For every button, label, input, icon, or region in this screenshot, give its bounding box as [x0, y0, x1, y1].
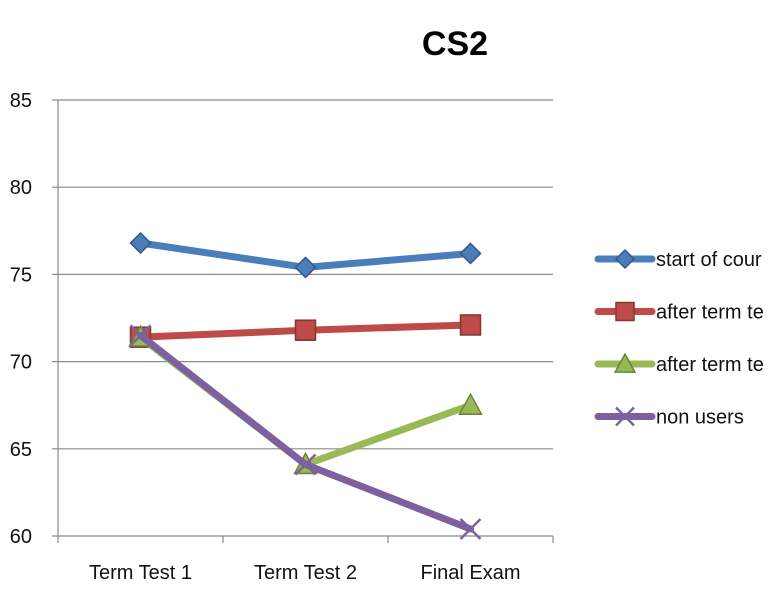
- legend-label: after term te: [656, 354, 764, 376]
- legend-swatch-marker: [615, 406, 635, 427]
- data-point-stroke-b: [294, 453, 317, 476]
- data-point: [458, 392, 483, 415]
- y-tick-label: 70: [10, 352, 32, 374]
- y-tick-label: 60: [10, 526, 32, 548]
- legend-item: non users: [594, 406, 744, 429]
- legend-swatch-marker: [614, 248, 636, 270]
- data-point: [294, 319, 317, 341]
- legend-label: start of cour: [656, 249, 762, 271]
- legend-label: non users: [656, 407, 744, 429]
- series-1: [129, 231, 482, 279]
- series-line: [137, 331, 474, 533]
- series-3: [128, 324, 483, 475]
- x-tick-label: Term Test 2: [254, 562, 357, 584]
- legend-item: after term te: [594, 301, 764, 324]
- x-tick-label: Final Exam: [420, 562, 520, 584]
- data-point: [459, 314, 482, 336]
- data-point: [294, 453, 317, 476]
- y-tick-label: 85: [10, 90, 32, 112]
- legend-swatch-marker: [613, 352, 637, 373]
- axes: [57, 100, 553, 537]
- legend-item: after term te: [594, 352, 764, 376]
- legend-swatch-marker-stroke-b: [615, 406, 635, 427]
- y-tick-label: 80: [10, 177, 32, 199]
- data-point: [294, 256, 317, 279]
- series-group: [128, 231, 483, 540]
- series-4: [129, 324, 482, 540]
- data-point-stroke-b: [459, 518, 482, 540]
- data-point: [129, 324, 152, 347]
- series-line: [137, 333, 474, 468]
- data-point: [459, 242, 482, 265]
- chart-title: CS2: [422, 25, 488, 63]
- legend-label: after term te: [656, 302, 764, 324]
- y-tick-label: 65: [10, 439, 32, 461]
- data-point: [129, 231, 152, 255]
- series-2: [129, 314, 482, 348]
- x-tick-label: Term Test 1: [89, 562, 192, 584]
- y-tick-label: 75: [10, 264, 32, 286]
- x-axis-ticks: Term Test 1 Term Test 2 Final Exam: [57, 536, 554, 584]
- data-point-stroke-b: [129, 324, 152, 347]
- legend-item: start of cour: [594, 248, 762, 271]
- legend-swatch-marker: [615, 301, 635, 322]
- data-point: [459, 518, 482, 540]
- legend: start of cour after term te after term te n…: [594, 248, 764, 429]
- y-axis-ticks: 60 65 70 75 80 85: [10, 90, 58, 548]
